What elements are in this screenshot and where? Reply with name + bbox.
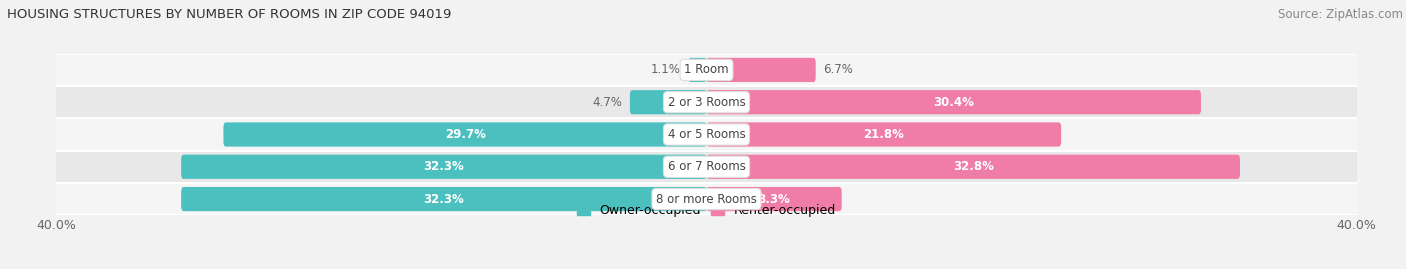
Legend: Owner-occupied, Renter-occupied: Owner-occupied, Renter-occupied [572, 199, 841, 222]
FancyBboxPatch shape [689, 58, 707, 82]
FancyBboxPatch shape [706, 58, 815, 82]
FancyBboxPatch shape [224, 122, 707, 147]
Text: 2 or 3 Rooms: 2 or 3 Rooms [668, 96, 745, 109]
FancyBboxPatch shape [56, 151, 1357, 183]
FancyBboxPatch shape [706, 187, 842, 211]
FancyBboxPatch shape [181, 187, 707, 211]
Text: 6.7%: 6.7% [824, 63, 853, 76]
Text: HOUSING STRUCTURES BY NUMBER OF ROOMS IN ZIP CODE 94019: HOUSING STRUCTURES BY NUMBER OF ROOMS IN… [7, 8, 451, 21]
Text: 6 or 7 Rooms: 6 or 7 Rooms [668, 160, 745, 173]
Text: 32.3%: 32.3% [423, 160, 464, 173]
FancyBboxPatch shape [56, 183, 1357, 215]
FancyBboxPatch shape [181, 155, 707, 179]
Text: 29.7%: 29.7% [444, 128, 485, 141]
Text: 4.7%: 4.7% [592, 96, 621, 109]
Text: 4 or 5 Rooms: 4 or 5 Rooms [668, 128, 745, 141]
Text: 30.4%: 30.4% [934, 96, 974, 109]
FancyBboxPatch shape [706, 90, 1201, 114]
Text: 21.8%: 21.8% [863, 128, 904, 141]
FancyBboxPatch shape [706, 155, 1240, 179]
Text: 1.1%: 1.1% [651, 63, 681, 76]
FancyBboxPatch shape [56, 86, 1357, 118]
Text: Source: ZipAtlas.com: Source: ZipAtlas.com [1278, 8, 1403, 21]
FancyBboxPatch shape [56, 54, 1357, 86]
Text: 8 or more Rooms: 8 or more Rooms [657, 193, 756, 206]
Text: 32.3%: 32.3% [423, 193, 464, 206]
Text: 32.8%: 32.8% [953, 160, 994, 173]
Text: 1 Room: 1 Room [685, 63, 728, 76]
FancyBboxPatch shape [706, 122, 1062, 147]
FancyBboxPatch shape [56, 118, 1357, 151]
FancyBboxPatch shape [630, 90, 707, 114]
Text: 8.3%: 8.3% [758, 193, 790, 206]
